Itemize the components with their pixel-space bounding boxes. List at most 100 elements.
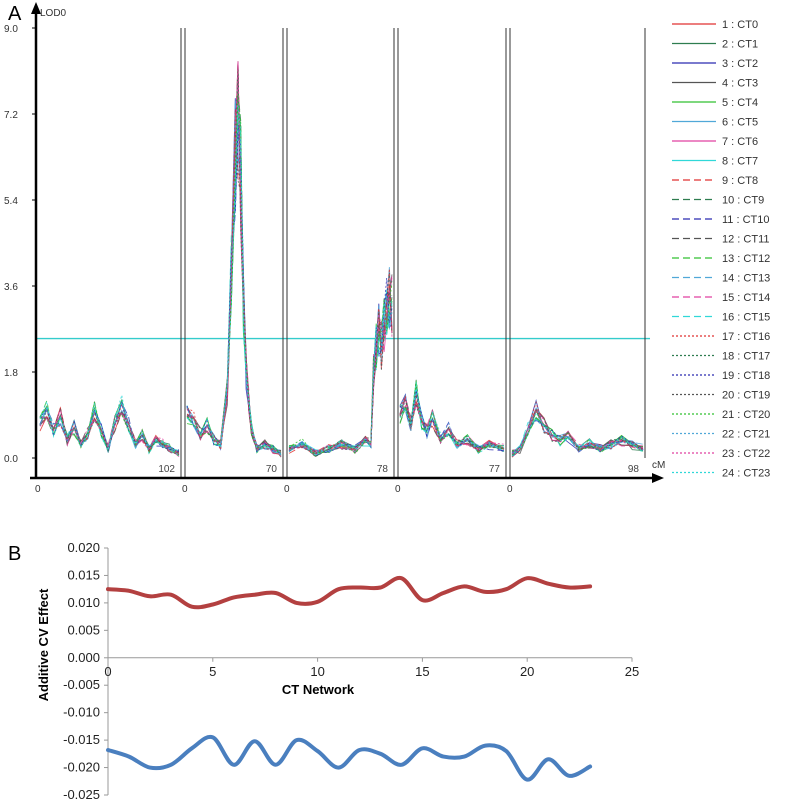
lod-trace [39,61,644,458]
lod-y-tick-label: 5.4 [4,196,18,207]
lod-y-tick-label: 3.6 [4,282,18,293]
legend-entry: 4 : CT3 [672,78,758,90]
lod-trace-segment [288,290,393,454]
lod-trace-segment [186,109,282,452]
chromosome-start-label: 0 [507,484,513,495]
chromosome-start-label: 0 [284,484,290,495]
lod-trace [39,69,644,458]
legend-entry: 16 : CT15 [672,312,770,324]
cm-axis-arrow [652,473,664,483]
lod-trace [39,61,644,457]
lod-trace-segment [186,61,282,456]
chromosome-length-label: 102 [158,464,175,475]
chromosome-length-label: 77 [489,464,501,475]
effect-y-tick-label: 0.010 [67,595,100,610]
lod-trace-segment [288,294,393,453]
lod-trace [39,101,644,458]
effect-y-tick-label: 0.005 [67,622,100,637]
legend-entry: 15 : CT14 [672,292,770,304]
legend-label: 19 : CT18 [722,370,770,382]
chromosome-length-label: 98 [628,464,640,475]
lod-traces [39,61,644,458]
legend-entry: 10 : CT9 [672,195,764,207]
effect-y-tick-label: 0.000 [67,650,100,665]
lod-trace-segment [288,268,393,455]
negative-effect-line [106,734,593,782]
lod-trace [39,109,644,458]
lod-trace-segment [288,298,393,455]
lod-trace [39,113,644,456]
lod-axes [30,2,664,483]
legend-entry: 17 : CT16 [672,331,770,343]
effect-x-tick-label: 10 [310,664,324,679]
lod-trace-segment [186,61,282,455]
legend-label: 4 : CT3 [722,78,758,90]
lod-trace-segment [288,300,393,456]
lod-trace [39,123,644,455]
lod-y-tick-label: 0.0 [4,454,18,465]
lod-trace-segment [186,61,282,457]
lod-trace-segment [399,396,505,451]
lod-axis-label: LOD0 [40,8,67,19]
legend-label: 18 : CT17 [722,351,770,363]
panel-b-letter: B [8,543,21,565]
lod-trace [39,132,644,455]
legend-entry: 5 : CT4 [672,97,758,109]
lod-y-ticks: 0.0 1.8 3.6 5.4 7.2 9.0 [4,24,36,465]
lod-trace [39,80,644,457]
legend-label: 17 : CT16 [722,331,770,343]
legend-entry: 12 : CT11 [672,234,770,246]
lod-trace [39,104,644,457]
lod-trace-segment [288,289,393,453]
legend-label: 10 : CT9 [722,195,764,207]
effect-x-tick-label: 15 [415,664,429,679]
chromosome-start-label: 0 [395,484,401,495]
lod-trace-segment [399,394,505,452]
chromosome-length-label: 78 [377,464,389,475]
lod-y-tick-label: 9.0 [4,24,18,35]
lod-trace [39,93,644,458]
legend-label: 22 : CT21 [722,429,770,441]
cm-axis-label: cM [652,460,665,471]
legend-entry: 8 : CT7 [672,156,758,168]
lod-trace [39,61,644,455]
effect-x-axis-label: CT Network [282,682,355,697]
lod-trace-segment [39,402,180,452]
legend-label: 15 : CT14 [722,292,770,304]
lod-y-axis-arrow [31,2,41,14]
legend-entry: 9 : CT8 [672,175,758,187]
lod-trace [39,124,644,455]
legend-entry: 14 : CT13 [672,273,770,285]
legend-entry: 11 : CT10 [672,214,770,226]
legend-entry: 20 : CT19 [672,390,770,402]
effect-y-axis-label: Additive CV Effect [36,588,51,701]
chromosome-labels: 0 102 0 70 0 78 0 77 0 98 [35,464,639,495]
legend-label: 16 : CT15 [722,312,770,324]
lod-trace [39,120,644,457]
lod-trace-segment [39,395,180,457]
lod-y-tick-label: 7.2 [4,110,18,121]
chromosome-start-label: 0 [182,484,188,495]
lod-trace-segment [186,104,282,453]
effect-x-tick-label: 0 [104,664,111,679]
lod-trace [39,112,644,455]
legend-entry: 2 : CT1 [672,39,758,51]
effect-x-tick-label: 5 [209,664,216,679]
lod-trace-segment [186,69,282,455]
lod-trace-segment [288,297,393,454]
effect-y-tick-label: -0.020 [63,760,100,775]
lod-trace [39,130,644,457]
chromosome-start-label: 0 [35,484,41,495]
chromosome-length-label: 70 [266,464,278,475]
lod-trace [39,135,644,455]
legend-label: 3 : CT2 [722,58,758,70]
lod-trace-segment [186,61,282,455]
effect-series [106,575,593,782]
legend-label: 24 : CT23 [722,468,770,480]
additive-effect-chart: 0.020 0.015 0.010 0.005 0.000 -0.005 -0.010 -0.… [36,540,639,800]
legend-label: 8 : CT7 [722,156,758,168]
legend-entry: 19 : CT18 [672,370,770,382]
legend-label: 20 : CT19 [722,390,770,402]
legend-entry: 23 : CT22 [672,448,770,460]
